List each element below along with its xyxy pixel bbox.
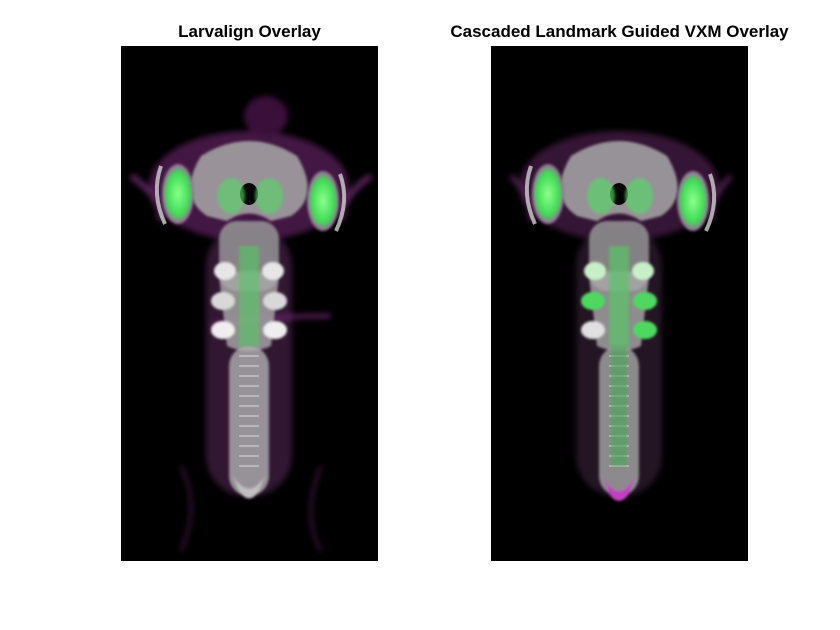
panel-title-left: Larvalign Overlay <box>178 22 321 41</box>
panel-title-right: Cascaded Landmark Guided VXM Overlay <box>450 22 789 41</box>
cascaded-vxm-overlay-image <box>491 46 748 561</box>
brain-overlay-image-left <box>129 96 373 552</box>
larvalign-overlay-image <box>121 46 378 561</box>
brain-overlay-image-right <box>509 131 733 501</box>
